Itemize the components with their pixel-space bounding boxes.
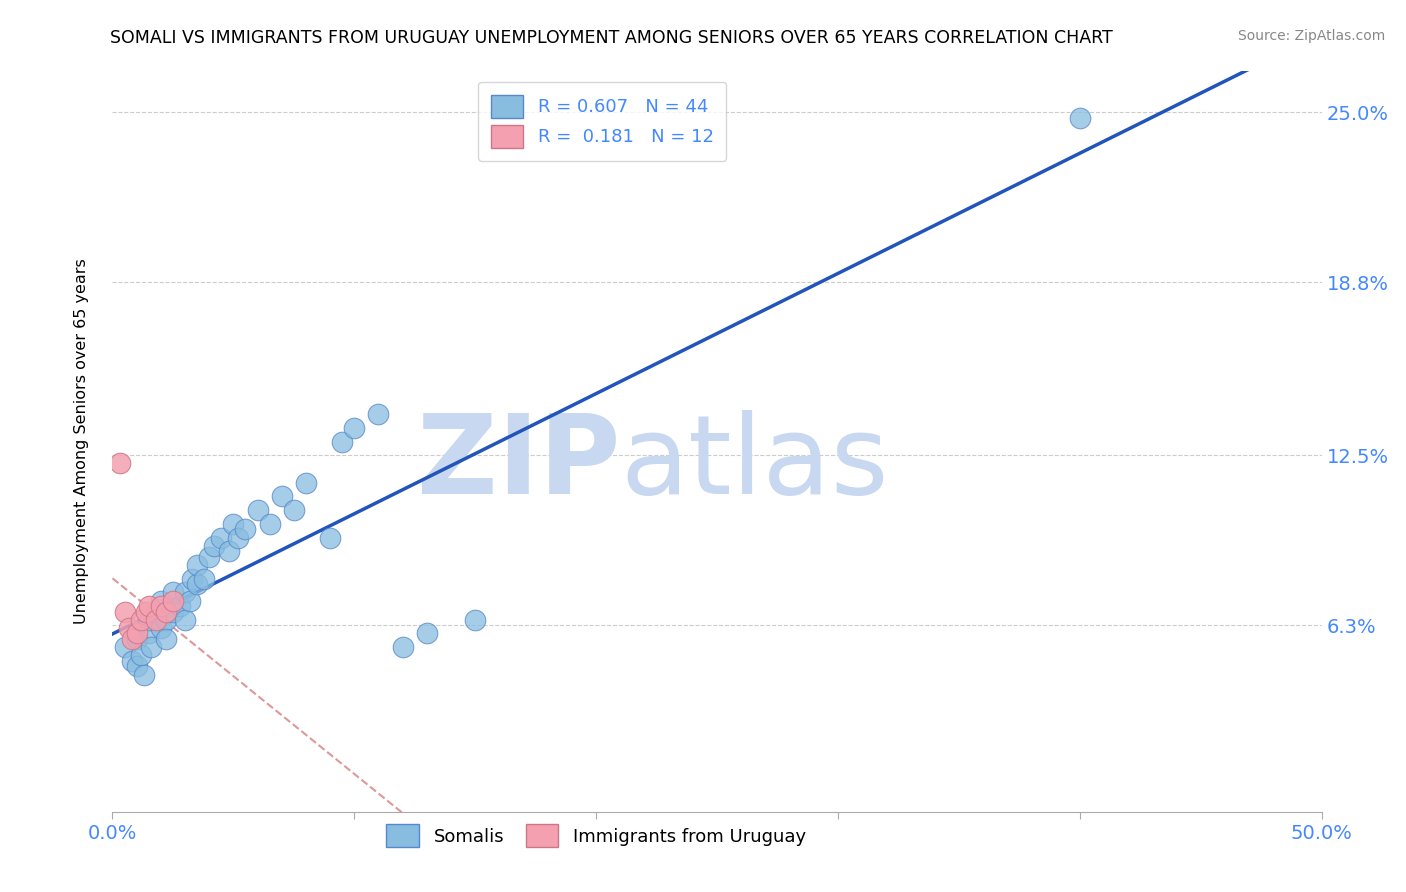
Point [198,549,221,564]
Point [138,613,160,627]
Point [391,640,413,655]
Point [149,621,172,635]
Point [125,632,148,646]
Point [141,640,163,655]
Point [1069,111,1091,125]
Point [416,626,439,640]
Point [155,613,177,627]
Point [174,585,197,599]
Point [162,585,184,599]
Point [121,654,143,668]
Point [174,613,197,627]
Point [186,577,208,591]
Point [259,516,281,531]
Point [235,522,257,536]
Point [114,640,136,655]
Point [283,503,305,517]
Point [114,605,136,619]
Point [209,531,232,545]
Point [125,626,148,640]
Text: Source: ZipAtlas.com: Source: ZipAtlas.com [1237,29,1385,43]
Point [162,593,184,607]
Point [246,503,269,517]
Point [186,558,208,572]
Point [270,489,292,503]
Point [155,605,177,619]
Point [343,421,366,435]
Text: SOMALI VS IMMIGRANTS FROM URUGUAY UNEMPLOYMENT AMONG SENIORS OVER 65 YEARS CORRE: SOMALI VS IMMIGRANTS FROM URUGUAY UNEMPL… [110,29,1114,46]
Point [193,572,215,586]
Legend: Somalis, Immigrants from Uruguay: Somalis, Immigrants from Uruguay [380,817,813,855]
Point [155,632,177,646]
Point [132,667,155,681]
Point [149,599,172,613]
Point [226,531,249,545]
Y-axis label: Unemployment Among Seniors over 65 years: Unemployment Among Seniors over 65 years [75,259,89,624]
Point [135,605,157,619]
Point [295,475,318,490]
Point [222,516,245,531]
Point [202,539,225,553]
Point [108,457,131,471]
Point [218,544,240,558]
Point [149,593,172,607]
Point [145,605,167,619]
Point [330,434,353,449]
Point [145,613,167,627]
Text: atlas: atlas [620,410,889,517]
Point [179,593,201,607]
Point [121,632,143,646]
Text: ZIP: ZIP [418,410,620,517]
Point [181,572,204,586]
Point [125,659,148,673]
Point [131,648,153,663]
Point [319,531,342,545]
Point [162,605,184,619]
Point [131,613,153,627]
Point [118,621,141,635]
Point [169,599,191,613]
Point [464,613,486,627]
Point [138,626,160,640]
Point [367,407,389,421]
Point [138,599,160,613]
